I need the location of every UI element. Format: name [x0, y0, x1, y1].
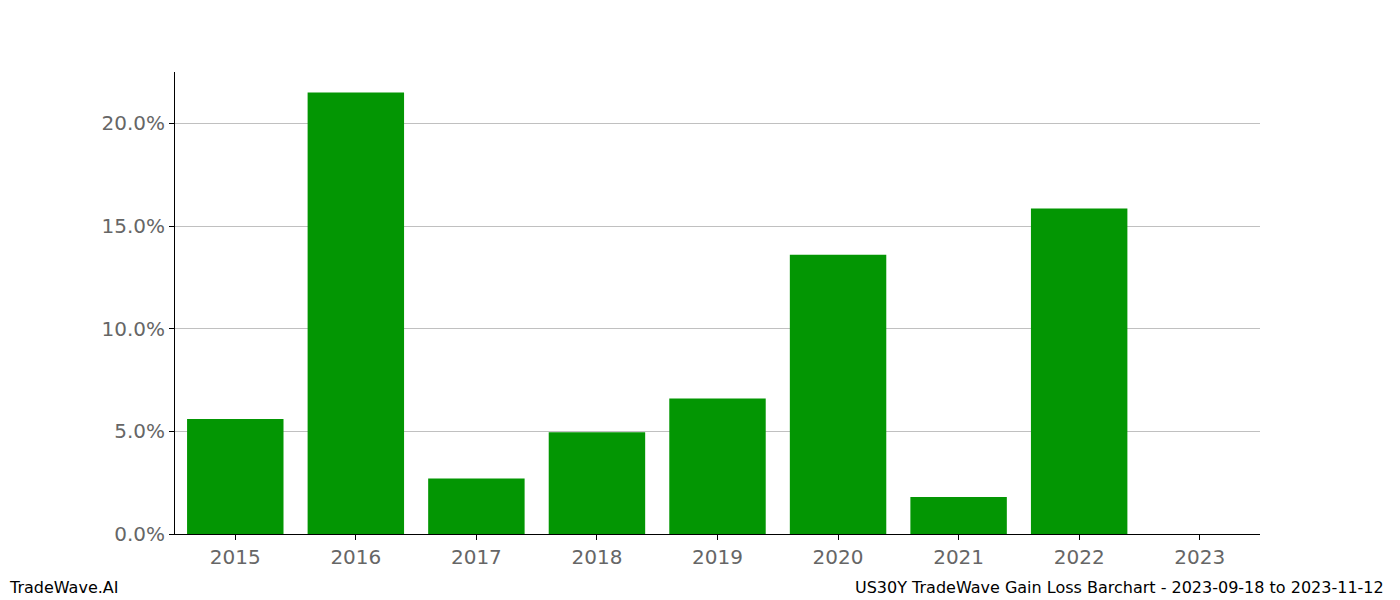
svg-text:2019: 2019	[692, 545, 743, 569]
svg-text:2018: 2018	[571, 545, 622, 569]
svg-text:10.0%: 10.0%	[101, 317, 165, 341]
svg-text:15.0%: 15.0%	[101, 214, 165, 238]
svg-text:2016: 2016	[330, 545, 381, 569]
svg-text:2023: 2023	[1174, 545, 1225, 569]
svg-text:US30Y TradeWave Gain Loss Barc: US30Y TradeWave Gain Loss Barchart - 202…	[855, 578, 1384, 597]
svg-text:2015: 2015	[210, 545, 261, 569]
svg-text:2022: 2022	[1054, 545, 1105, 569]
svg-text:2021: 2021	[933, 545, 984, 569]
svg-text:5.0%: 5.0%	[114, 419, 165, 443]
svg-text:2020: 2020	[813, 545, 864, 569]
svg-text:TradeWave.AI: TradeWave.AI	[9, 578, 118, 597]
svg-text:20.0%: 20.0%	[101, 111, 165, 135]
svg-text:2017: 2017	[451, 545, 502, 569]
svg-text:0.0%: 0.0%	[114, 522, 165, 546]
